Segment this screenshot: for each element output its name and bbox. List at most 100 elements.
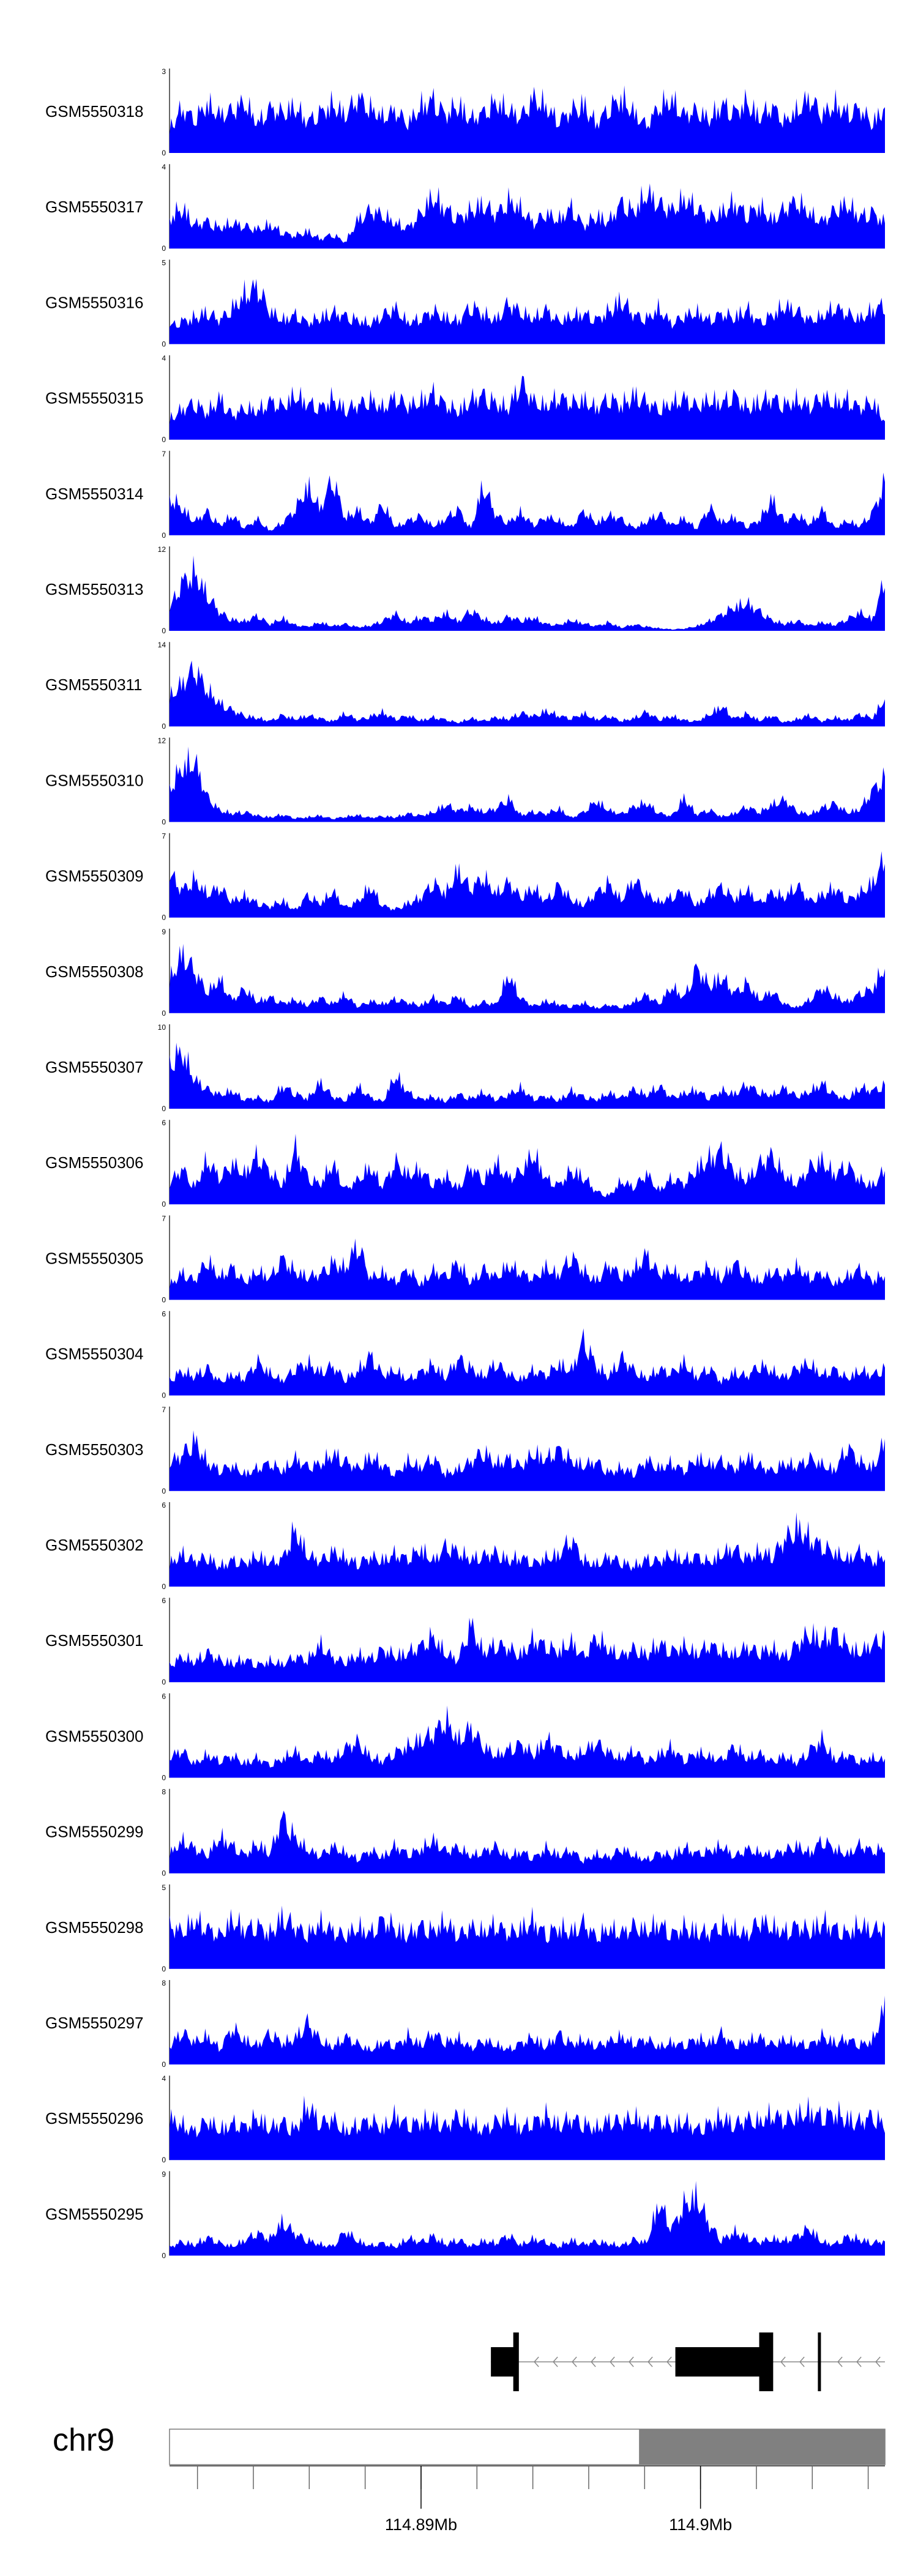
coverage-area (170, 2181, 885, 2256)
track-ymin-label: 0 (162, 1104, 166, 1113)
track-label: GSM5550308 (45, 962, 143, 981)
coverage-track: GSM5550299 8 0 (45, 1788, 885, 1878)
coverage-track: GSM5550296 4 0 (45, 2074, 885, 2164)
coverage-track: GSM5550301 6 0 (45, 1596, 885, 1686)
ideogram-band (639, 2429, 885, 2465)
track-ymax-label: 12 (158, 545, 166, 554)
track-label: GSM5550305 (45, 1249, 143, 1267)
coverage-area (170, 1811, 885, 1874)
track-ymin-label: 0 (162, 1678, 166, 1686)
coverage-track: GSM5550304 6 0 (45, 1310, 885, 1400)
track-ymin-label: 0 (162, 244, 166, 253)
genome-axis-tick-label: 114.89Mb (385, 2515, 457, 2534)
coverage-area (170, 1134, 885, 1205)
coverage-area (170, 1238, 885, 1300)
coverage-area (170, 278, 885, 344)
track-ymax-label: 6 (162, 1501, 166, 1509)
track-label: GSM5550315 (45, 389, 143, 408)
coverage-area (170, 1328, 885, 1396)
track-ymin-label: 0 (162, 1200, 166, 1208)
coverage-track: GSM5550295 9 0 (45, 2170, 885, 2260)
track-ymin-label: 0 (162, 817, 166, 826)
track-ymin-label: 0 (162, 1773, 166, 1782)
strand-arrow (629, 2356, 634, 2367)
gene-exon-block (513, 2332, 519, 2391)
strand-arrow (837, 2356, 843, 2367)
track-label: GSM5550310 (45, 771, 143, 789)
coverage-area (170, 1617, 885, 1683)
track-ymax-label: 9 (162, 2170, 166, 2178)
coverage-track: GSM5550316 5 0 (45, 258, 885, 348)
track-ymin-label: 0 (162, 340, 166, 348)
track-label: GSM5550307 (45, 1058, 143, 1076)
strand-arrow (875, 2356, 881, 2367)
track-ymin-label: 0 (162, 2060, 166, 2069)
track-ymin-label: 0 (162, 436, 166, 444)
strand-arrow (572, 2356, 577, 2367)
track-ymax-label: 7 (162, 450, 166, 458)
track-label: GSM5550318 (45, 102, 143, 121)
coverage-track: GSM5550310 12 0 (45, 736, 885, 826)
track-label: GSM5550317 (45, 198, 143, 216)
coverage-track: GSM5550302 6 0 (45, 1501, 885, 1591)
track-ymax-label: 7 (162, 1405, 166, 1414)
track-ymin-label: 0 (162, 1869, 166, 1878)
track-label: GSM5550297 (45, 2014, 143, 2032)
coverage-track: GSM5550311 14 0 (45, 641, 885, 731)
coverage-area (170, 1705, 885, 1778)
coverage-area (170, 660, 885, 727)
coverage-area (170, 1512, 885, 1587)
track-ymax-label: 4 (162, 163, 166, 171)
strand-arrow (856, 2356, 862, 2367)
track-ymin-label: 0 (162, 2251, 166, 2260)
track-ymax-label: 8 (162, 1979, 166, 1987)
track-ymin-label: 0 (162, 1391, 166, 1400)
track-ymax-label: 6 (162, 1119, 166, 1127)
strand-arrow (534, 2356, 539, 2367)
track-ymax-label: 4 (162, 354, 166, 363)
coverage-track: GSM5550318 3 0 (45, 67, 885, 157)
strand-arrow (647, 2356, 653, 2367)
track-ymin-label: 0 (162, 722, 166, 731)
track-ymin-label: 0 (162, 1009, 166, 1018)
gene-exon-block (759, 2332, 774, 2391)
track-label: GSM5550302 (45, 1536, 143, 1554)
track-label: GSM5550296 (45, 2109, 143, 2127)
coverage-area (170, 1043, 885, 1109)
coverage-area (170, 746, 885, 822)
coverage-track: GSM5550313 12 0 (45, 545, 885, 635)
coverage-area (170, 183, 885, 249)
coverage-track: GSM5550298 5 0 (45, 1883, 885, 1973)
coverage-area (170, 472, 885, 535)
track-ymin-label: 0 (162, 531, 166, 540)
track-label: GSM5550309 (45, 867, 143, 885)
track-ymax-label: 6 (162, 1596, 166, 1605)
track-label: GSM5550314 (45, 485, 143, 503)
track-ymax-label: 4 (162, 2074, 166, 2083)
track-ymax-label: 6 (162, 1692, 166, 1700)
genome-axis-tick-label: 114.9Mb (669, 2515, 732, 2534)
track-ymin-label: 0 (162, 914, 166, 922)
track-ymin-label: 0 (162, 149, 166, 157)
coverage-area (170, 376, 885, 440)
coverage-track: GSM5550314 7 0 (45, 450, 885, 540)
coverage-track: GSM5550297 8 0 (45, 1979, 885, 2069)
track-label: GSM5550303 (45, 1440, 143, 1459)
gene-utr-block (675, 2347, 763, 2377)
coverage-track: GSM5550303 7 0 (45, 1405, 885, 1495)
coverage-track: GSM5550305 7 0 (45, 1214, 885, 1304)
coverage-tracks: GSM555031830GSM555031740GSM555031650GSM5… (45, 67, 885, 2260)
track-ymax-label: 3 (162, 67, 166, 76)
track-label: GSM5550304 (45, 1345, 143, 1363)
track-label: GSM5550298 (45, 1918, 143, 1937)
track-ymax-label: 7 (162, 1214, 166, 1223)
track-ymax-label: 10 (158, 1023, 166, 1032)
track-label: GSM5550311 (45, 676, 143, 694)
track-ymax-label: 9 (162, 928, 166, 936)
coverage-area (170, 1905, 885, 1969)
coverage-track: GSM5550317 4 0 (45, 163, 885, 253)
strand-arrow (666, 2356, 672, 2367)
track-label: GSM5550301 (45, 1631, 143, 1650)
coverage-area (170, 2095, 885, 2161)
